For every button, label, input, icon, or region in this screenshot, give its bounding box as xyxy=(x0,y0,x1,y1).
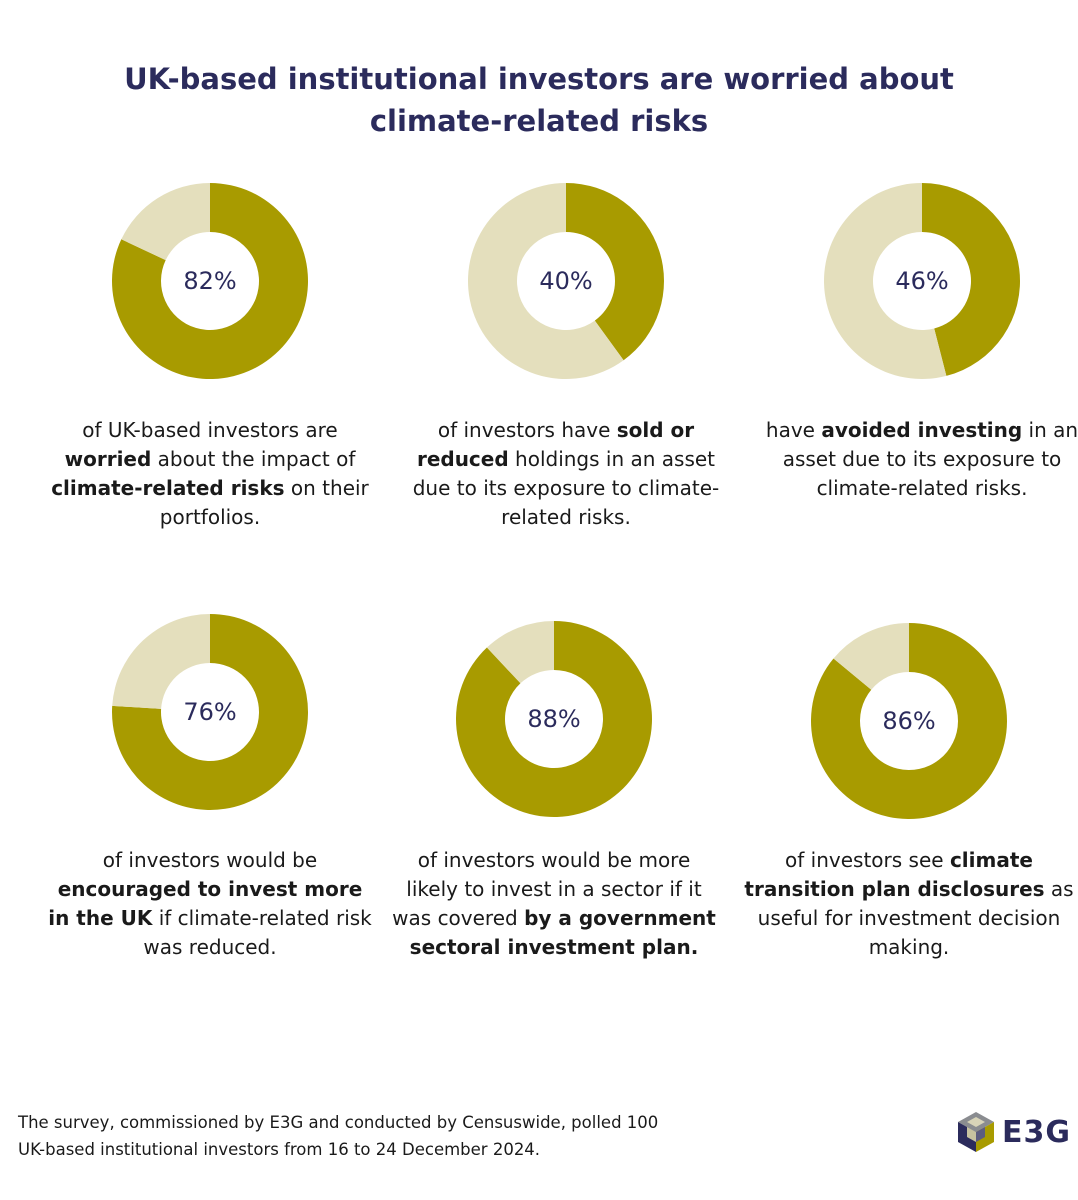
donut-slice-share xyxy=(111,614,308,810)
caption-text: about the impact of xyxy=(151,447,356,471)
donut-svg xyxy=(811,623,1007,819)
donut-svg xyxy=(111,614,308,810)
donut-svg xyxy=(111,183,308,379)
caption-emphasis: encouraged to invest more in the UK xyxy=(48,877,363,930)
donut-percent-label: 86% xyxy=(882,707,936,735)
donut-caption-6: of investors see climate transition plan… xyxy=(744,846,1074,962)
page-title: UK-based institutional investors are wor… xyxy=(0,58,1078,142)
caption-text: of investors would be xyxy=(102,848,318,872)
donut-slice-remainder xyxy=(467,183,624,379)
caption-emphasis: by a government sectoral investment plan… xyxy=(409,906,716,959)
caption-emphasis: worried xyxy=(64,447,152,471)
caption-text: on their portfolios. xyxy=(159,476,369,529)
donut-slice-share xyxy=(456,621,652,817)
caption-text: if climate-related risk was reduced. xyxy=(143,906,372,959)
donut-caption-3: have avoided investing in an asset due t… xyxy=(757,416,1078,503)
caption-text: as useful for investment decision making… xyxy=(757,877,1074,959)
donut-svg xyxy=(467,183,664,379)
donut-chart-3: 46% xyxy=(822,181,1022,381)
caption-text: of investors would be more likely to inv… xyxy=(392,848,702,930)
donut-caption-5: of investors would be more likely to inv… xyxy=(389,846,719,962)
caption-emphasis: avoided investing xyxy=(821,418,1023,442)
donut-slice-share xyxy=(811,623,1007,819)
donut-slice-share xyxy=(922,183,1020,376)
caption-emphasis: climate transition plan disclosures xyxy=(744,848,1045,901)
donut-percent-label: 88% xyxy=(527,705,581,733)
donut-slice-remainder xyxy=(486,621,554,684)
donut-chart-1: 82% xyxy=(110,181,310,381)
caption-text: holdings in an asset due to its exposure… xyxy=(412,447,720,529)
donut-chart-5: 88% xyxy=(454,619,654,819)
caption-emphasis: sold or reduced xyxy=(416,418,695,471)
logo-text: E3G xyxy=(1002,1114,1071,1150)
footnote-line-1: The survey, commissioned by E3G and cond… xyxy=(18,1113,659,1132)
caption-emphasis: climate-related risks xyxy=(51,476,285,500)
donut-percent-label: 40% xyxy=(539,267,593,295)
e3g-cube-icon xyxy=(958,1112,994,1152)
donut-slice-remainder xyxy=(121,183,210,261)
donut-svg xyxy=(456,621,652,817)
donut-slice-share xyxy=(566,183,664,361)
title-line-1: UK-based institutional investors are wor… xyxy=(124,62,954,96)
donut-slice-share xyxy=(111,183,308,379)
caption-text: of investors see xyxy=(785,848,950,872)
donut-percent-label: 46% xyxy=(895,267,949,295)
donut-chart-2: 40% xyxy=(466,181,666,381)
caption-text: in an asset due to its exposure to clima… xyxy=(782,418,1078,500)
donut-percent-label: 82% xyxy=(183,267,237,295)
title-line-2: climate-related risks xyxy=(369,104,709,138)
donut-slice-remainder xyxy=(112,614,210,709)
caption-text: have xyxy=(765,418,822,442)
caption-text: of UK-based investors are xyxy=(82,418,338,442)
donut-caption-1: of UK-based investors are worried about … xyxy=(45,416,375,532)
footnote-line-2: UK-based institutional investors from 16… xyxy=(18,1140,541,1159)
survey-footnote: The survey, commissioned by E3G and cond… xyxy=(18,1109,778,1163)
donut-percent-label: 76% xyxy=(183,698,237,726)
donut-slice-remainder xyxy=(833,623,909,690)
donut-slice-remainder xyxy=(824,183,947,379)
donut-chart-6: 86% xyxy=(809,621,1009,821)
donut-caption-2: of investors have sold or reduced holdin… xyxy=(401,416,731,532)
donut-caption-4: of investors would be encouraged to inve… xyxy=(45,846,375,962)
donut-chart-4: 76% xyxy=(110,612,310,812)
caption-text: of investors have xyxy=(437,418,617,442)
e3g-logo: E3G xyxy=(956,1108,1071,1156)
donut-svg xyxy=(824,183,1020,379)
